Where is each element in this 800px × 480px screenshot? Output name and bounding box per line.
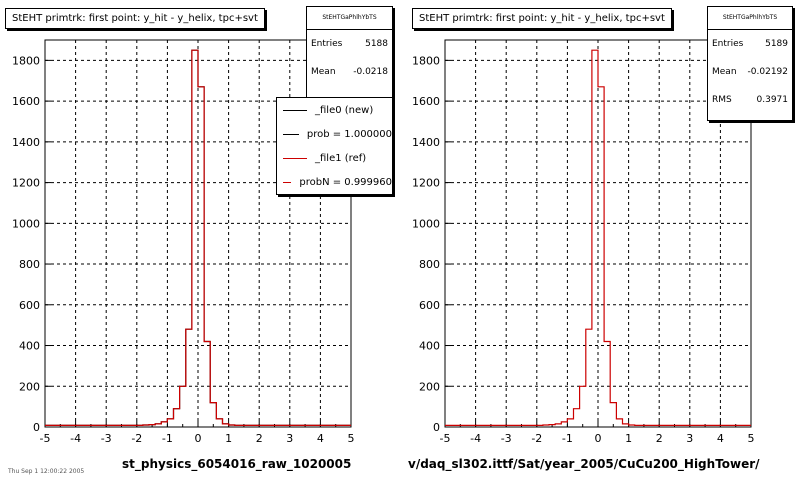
panel2-y-tick-label: 1800 — [412, 54, 440, 67]
legend-line-red — [283, 181, 292, 183]
legend-line-red — [283, 157, 307, 159]
legend-entry-file0: _file0 (new) — [277, 98, 392, 122]
panel1-y-tick-label: 600 — [19, 299, 40, 312]
panel1-title: StEHT primtrk: first point: y_hit - y_he… — [5, 8, 265, 29]
panel2-y-tick-label: 600 — [419, 299, 440, 312]
panel2-x-tick-label: -5 — [440, 432, 451, 445]
legend-entry-file1: _file1 (ref) — [277, 146, 392, 170]
panel1-stats-name: StEHTGaPhlhYbTS — [307, 7, 392, 30]
panel2-histogram-series-1 — [445, 49, 751, 426]
panel2-x-tick-label: -3 — [501, 432, 512, 445]
panel2-x-tick-label: 3 — [686, 432, 693, 445]
legend-line-black — [283, 109, 307, 111]
panel1-x-tick-label: -3 — [101, 432, 112, 445]
panel2-x-tick-label: 5 — [748, 432, 755, 445]
panel1-x-tick-label: 2 — [256, 432, 263, 445]
panel2-stats-rms: RMS 0.3971 — [712, 95, 788, 105]
panel1-x-tick-label: 1 — [225, 432, 232, 445]
panel1-y-tick-label: 1200 — [12, 177, 40, 190]
panel1-x-tick-label: -1 — [162, 432, 173, 445]
panel2-stats-name: StEHTGaPhlhYbTS — [708, 7, 792, 30]
legend-entry-prob: prob = 1.000000 — [277, 122, 392, 146]
panel2-y-tick-label: 1000 — [412, 217, 440, 230]
panel1-x-tick-label: -4 — [70, 432, 81, 445]
panel1-stats-entries: Entries 5188 — [311, 39, 388, 49]
footer-timestamp: Thu Sep 1 12:00:22 2005 — [8, 468, 85, 475]
panel1-y-tick-label: 1400 — [12, 136, 40, 149]
panel2-y-tick-label: 200 — [419, 380, 440, 393]
panel1-stats-mean: Mean -0.0218 — [311, 67, 388, 77]
panel1-x-axis-label: st_physics_6054016_raw_1020005 — [122, 457, 352, 471]
panel2-y-tick-label: 1200 — [412, 177, 440, 190]
panel1-x-tick-label: 0 — [195, 432, 202, 445]
panel1-y-tick-label: 1800 — [12, 54, 40, 67]
panel2-y-tick-label: 1600 — [412, 95, 440, 108]
panel1-y-tick-label: 800 — [19, 258, 40, 271]
panel2-x-tick-label: -2 — [531, 432, 542, 445]
panel1-histogram-series-2 — [45, 49, 351, 426]
panel1-stats-box: StEHTGaPhlhYbTS Entries 5188 Mean -0.0218 — [306, 6, 393, 98]
panel1-x-tick-label: -5 — [40, 432, 51, 445]
panel2-x-tick-label: -4 — [470, 432, 481, 445]
panel1-x-tick-label: 5 — [348, 432, 355, 445]
panel2-y-tick-label: 400 — [419, 340, 440, 353]
panel2-x-tick-label: 0 — [595, 432, 602, 445]
panel2-x-tick-label: 1 — [625, 432, 632, 445]
panel1-x-tick-label: 4 — [317, 432, 324, 445]
panel2-x-tick-label: 2 — [656, 432, 663, 445]
panel2-x-tick-label: -1 — [562, 432, 573, 445]
panel1-legend: _file0 (new) prob = 1.000000 _file1 (ref… — [276, 97, 393, 195]
panel1-y-tick-label: 0 — [33, 421, 40, 434]
panel1-x-tick-label: 3 — [286, 432, 293, 445]
panel1-x-tick-label: -2 — [131, 432, 142, 445]
panel1-y-tick-label: 1600 — [12, 95, 40, 108]
panel2-stats-mean: Mean -0.02192 — [712, 67, 788, 77]
panel2-y-tick-label: 800 — [419, 258, 440, 271]
panel1-y-tick-label: 200 — [19, 380, 40, 393]
panel2-y-tick-label: 1400 — [412, 136, 440, 149]
panel2-x-tick-label: 4 — [717, 432, 724, 445]
panel2-stats-entries: Entries 5189 — [712, 39, 788, 49]
legend-line-black — [283, 133, 299, 135]
panel2-title: StEHT primtrk: first point: y_hit - y_he… — [412, 8, 672, 29]
panel2-stats-box: StEHTGaPhlhYbTS Entries 5189 Mean -0.02192… — [707, 6, 793, 121]
panel1-y-tick-label: 1000 — [12, 217, 40, 230]
panel1-y-tick-label: 400 — [19, 340, 40, 353]
legend-entry-probn: probN = 0.999960 — [277, 170, 392, 194]
panel2-y-tick-label: 0 — [433, 421, 440, 434]
panel2-x-axis-label: v/daq_sl302.ittf/Sat/year_2005/CuCu200_H… — [408, 457, 760, 471]
